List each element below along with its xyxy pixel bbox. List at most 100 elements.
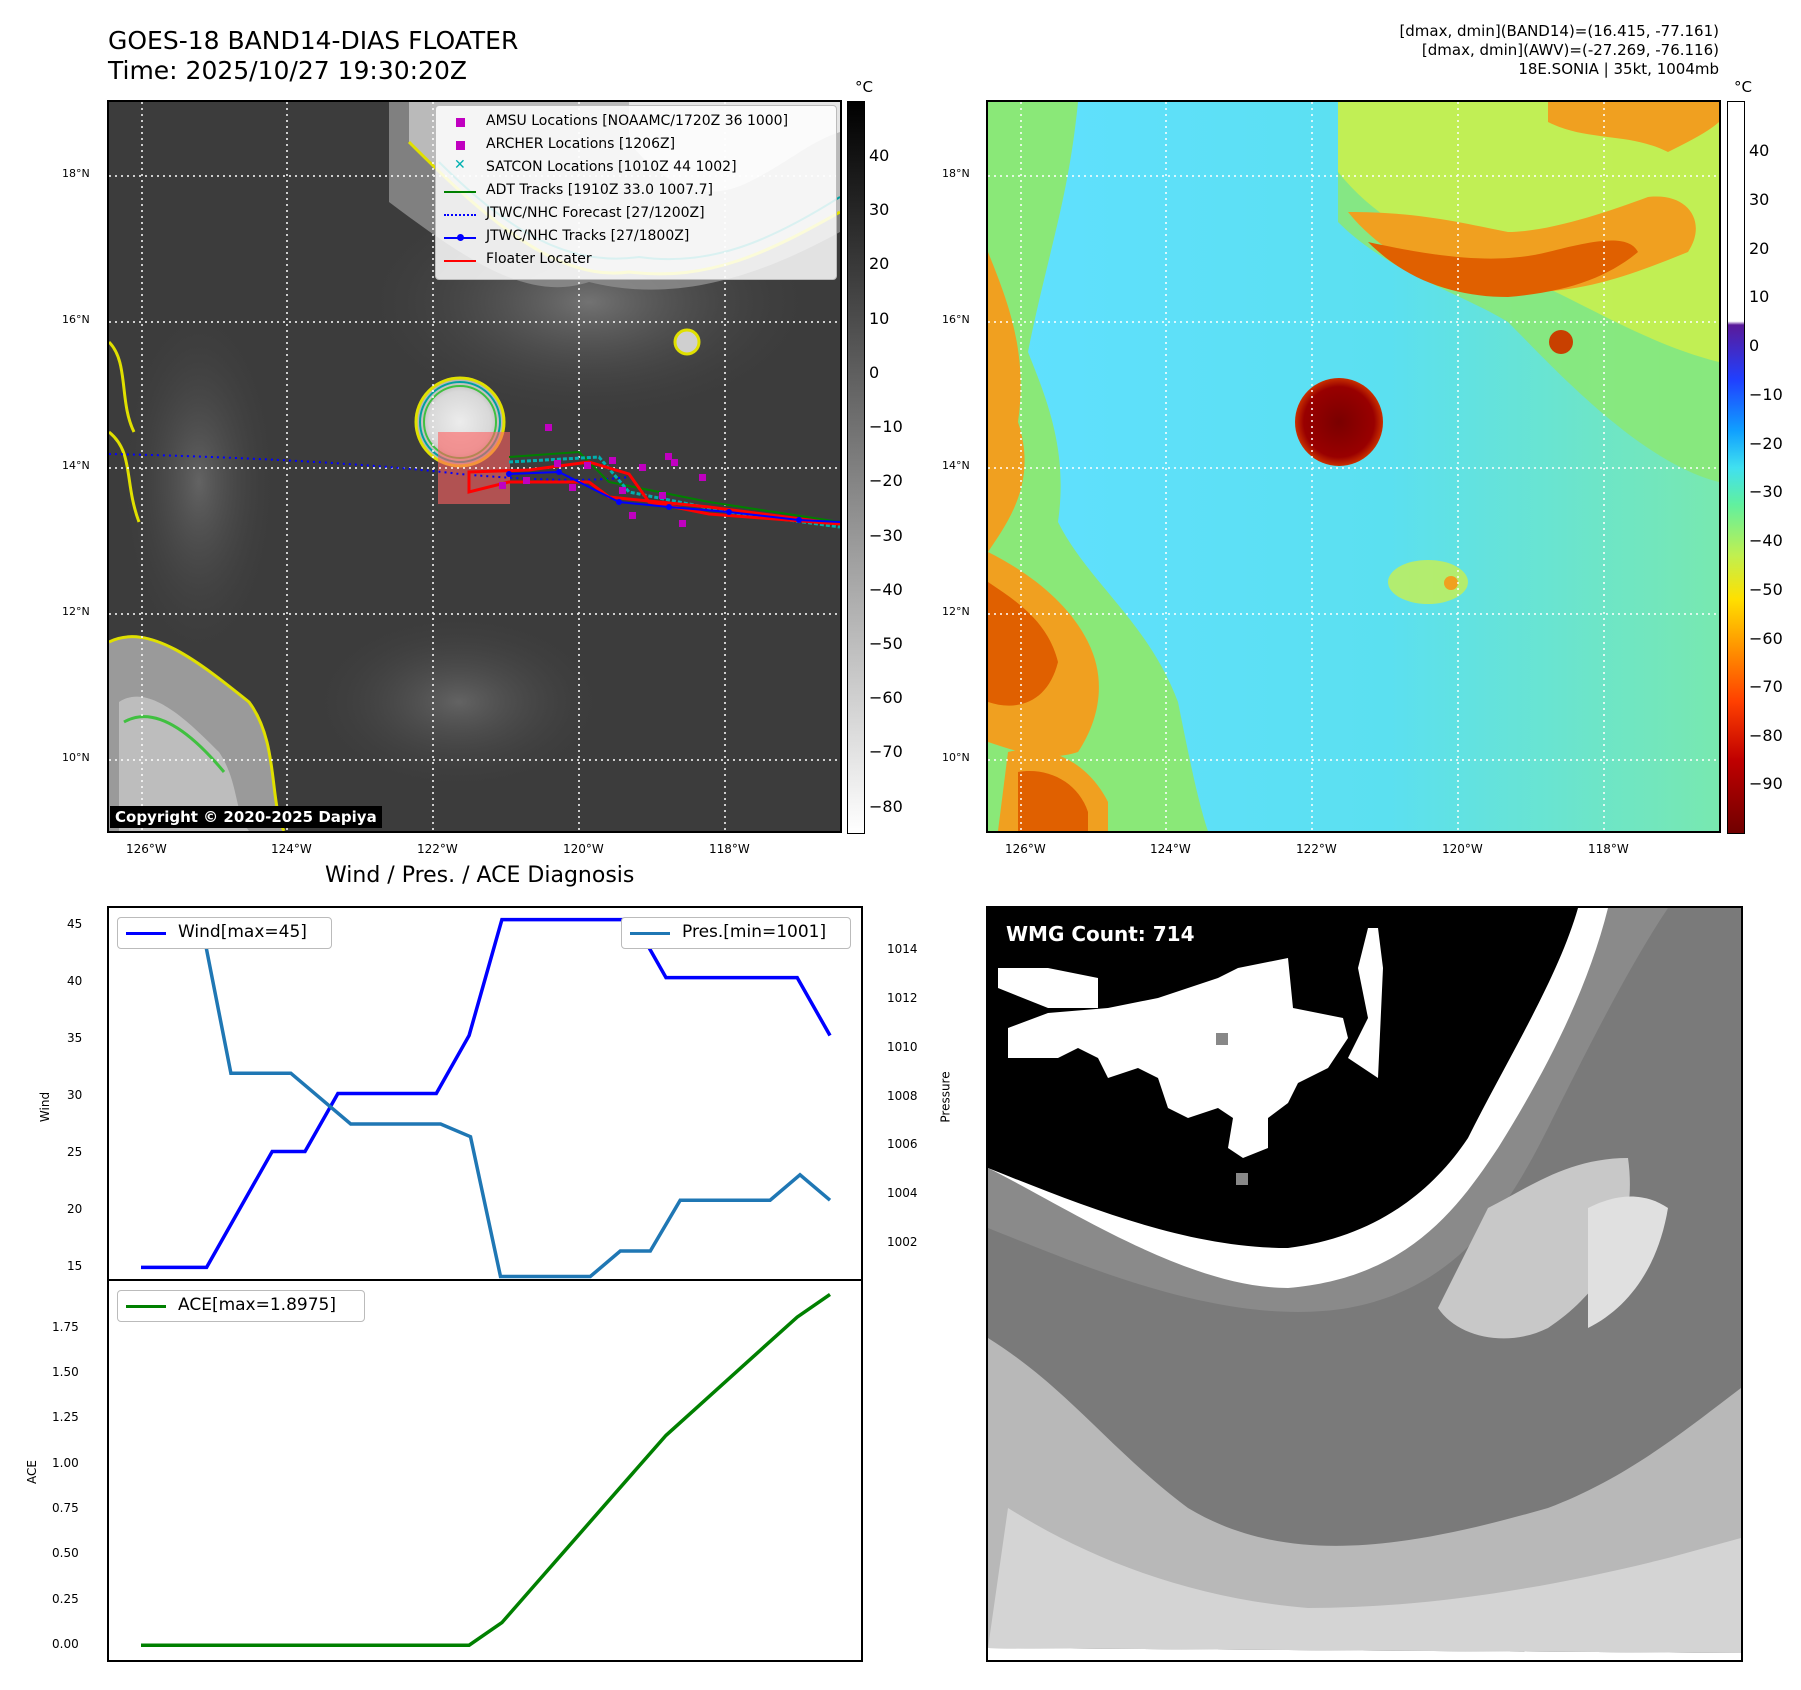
colorbar-tick: −30 (1749, 482, 1783, 501)
colorbar-tick: −40 (869, 580, 903, 599)
lon-tick: 122°W (417, 842, 458, 856)
wind-tick: 35 (67, 1031, 83, 1045)
colorbar-tick: 0 (869, 363, 880, 382)
square-marker-icon (456, 118, 465, 127)
wind-tick: 45 (67, 917, 83, 931)
wind-legend: Wind[max=45] (117, 917, 332, 949)
wind-tick: 25 (67, 1145, 83, 1159)
colorbar-tick: −30 (869, 526, 903, 545)
wmg-panel: WMG Count: 714 (986, 906, 1743, 1662)
square-marker-icon (456, 141, 465, 150)
wv-map-panel (986, 100, 1721, 833)
ace-tick: 1.75 (52, 1320, 79, 1334)
ace-series-line (141, 1292, 831, 1647)
line-marker-icon (126, 932, 166, 935)
colorbar-tick: 10 (1749, 287, 1770, 306)
colorbar-tick: −90 (1749, 774, 1783, 793)
ace-plot (141, 1292, 831, 1647)
colorbar-tick: −50 (869, 634, 903, 653)
dotted-line-icon (444, 214, 476, 216)
lon-tick: 122°W (1296, 842, 1337, 856)
wind-pressure-panel: Wind[max=45] Pres.[min=1001] (107, 906, 863, 1281)
wv-colorbar (1727, 101, 1745, 834)
ace-tick: 0.75 (52, 1501, 79, 1515)
lat-tick: 12°N (942, 605, 970, 618)
ace-legend: ACE[max=1.8975] (117, 1290, 365, 1322)
ir-colorbar (847, 101, 865, 834)
colorbar-tick: −70 (869, 742, 903, 761)
timestamp-title: Time: 2025/10/27 19:30:20Z (108, 56, 467, 85)
ace-tick: 0.00 (52, 1637, 79, 1651)
wind-series-line (141, 917, 832, 1270)
pressure-tick: 1012 (887, 991, 918, 1005)
lat-tick: 14°N (62, 459, 90, 472)
lon-tick: 118°W (1588, 842, 1629, 856)
lon-tick: 124°W (271, 842, 312, 856)
pressure-axis-label: Pressure (938, 1071, 953, 1123)
ace-tick: 1.25 (52, 1410, 79, 1424)
figure-title: GOES-18 BAND14-DIAS FLOATER Time: 2025/1… (108, 26, 518, 86)
wind-tick: 40 (67, 974, 83, 988)
lat-tick: 12°N (62, 605, 90, 618)
wv-map-image (988, 102, 1719, 831)
pressure-series-line (141, 918, 832, 1279)
line-marker-icon (444, 191, 476, 193)
lon-tick: 120°W (1442, 842, 1483, 856)
colorbar-tick: 0 (1749, 336, 1760, 355)
x-marker-icon: ✕ (454, 157, 466, 173)
ace-tick: 0.25 (52, 1592, 79, 1606)
diagnosis-title: Wind / Pres. / ACE Diagnosis (325, 863, 635, 888)
colorbar-tick: 10 (869, 309, 890, 328)
wind-axis-label: Wind (38, 1091, 53, 1123)
colorbar-tick: −20 (869, 471, 903, 490)
lat-tick: 18°N (62, 167, 90, 180)
wind-tick: 30 (67, 1088, 83, 1102)
satellite-title: GOES-18 BAND14-DIAS FLOATER (108, 26, 519, 55)
pressure-tick: 1010 (887, 1040, 918, 1054)
colorbar-tick: 30 (869, 200, 890, 219)
wind-tick: 15 (67, 1259, 83, 1273)
lon-tick: 126°W (1005, 842, 1046, 856)
colorbar-tick: 40 (1749, 141, 1770, 160)
colorbar-tick: 20 (1749, 239, 1770, 258)
ir-legend: AMSU Locations [NOAAMC/1720Z 36 1000] AR… (435, 105, 837, 280)
wind-tick: 20 (67, 1202, 83, 1216)
lat-tick: 10°N (62, 751, 90, 764)
lat-tick: 16°N (62, 313, 90, 326)
pressure-tick: 1014 (887, 942, 918, 956)
lat-tick: 16°N (942, 313, 970, 326)
pressure-tick: 1002 (887, 1235, 918, 1249)
ir-map-panel: AMSU Locations [NOAAMC/1720Z 36 1000] AR… (107, 100, 842, 833)
awv-stats: [dmax, dmin](AWV)=(-27.269, -76.116) (1421, 41, 1719, 59)
line-marker-icon (126, 1305, 166, 1308)
colorbar-tick: −20 (1749, 434, 1783, 453)
copyright-label: Copyright © 2020-2025 Dapiya (110, 806, 382, 828)
colorbar-tick: −80 (869, 797, 903, 816)
wmg-image (988, 908, 1741, 1660)
colorbar-tick: 30 (1749, 190, 1770, 209)
lon-tick: 118°W (709, 842, 750, 856)
colorbar-tick: 40 (869, 146, 890, 165)
storm-info: 18E.SONIA | 35kt, 1004mb (1518, 60, 1719, 78)
stats-block: [dmax, dmin](BAND14)=(16.415, -77.161) [… (1399, 22, 1719, 79)
line-marker-icon (444, 260, 476, 262)
colorbar-tick: −80 (1749, 726, 1783, 745)
colorbar-tick: −10 (1749, 385, 1783, 404)
dot-marker-icon (457, 234, 464, 241)
lon-tick: 120°W (563, 842, 604, 856)
ace-tick: 1.50 (52, 1365, 79, 1379)
colorbar-tick: −40 (1749, 531, 1783, 550)
ir-colorbar-unit: °C (855, 78, 873, 96)
colorbar-tick: −50 (1749, 580, 1783, 599)
colorbar-tick: −60 (869, 688, 903, 707)
pressure-legend: Pres.[min=1001] (621, 917, 851, 949)
ace-tick: 0.50 (52, 1546, 79, 1560)
colorbar-tick: −10 (869, 417, 903, 436)
colorbar-tick: −70 (1749, 677, 1783, 696)
line-marker-icon (630, 932, 670, 935)
lat-tick: 18°N (942, 167, 970, 180)
colorbar-tick: 20 (869, 254, 890, 273)
pressure-tick: 1006 (887, 1137, 918, 1151)
wind-pressure-plot (141, 917, 832, 1279)
pressure-tick: 1008 (887, 1089, 918, 1103)
